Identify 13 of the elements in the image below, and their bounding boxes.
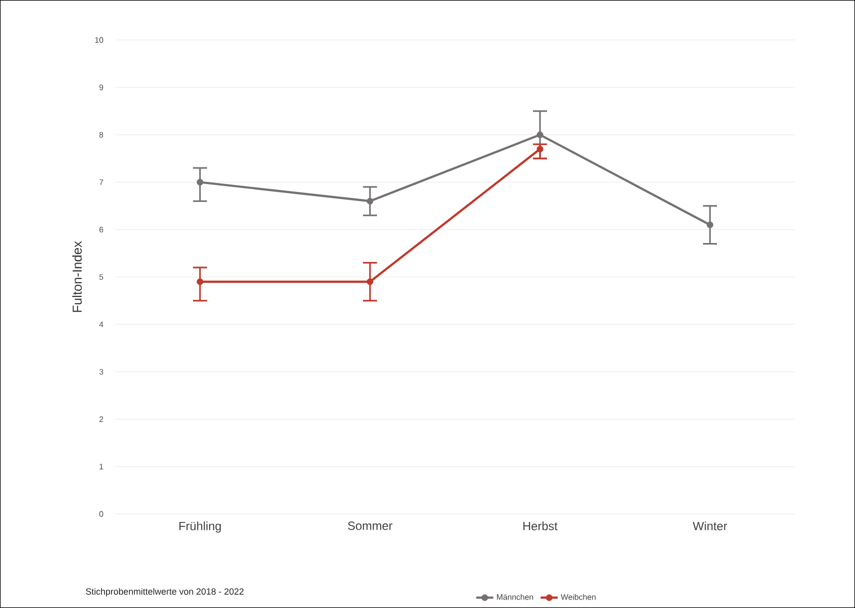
point [536,131,544,138]
point [196,178,204,186]
point [366,278,374,286]
text: Stichprobenmittelwerte von 2018 - 2022 [86,588,244,596]
x-tick-label: Herbst [523,522,558,530]
x-tick-label: Sommer [348,522,392,530]
point [366,198,374,204]
point [536,146,544,152]
point [196,278,204,286]
x-tick-label: Frühling [179,522,221,533]
point [706,222,714,228]
x-tick-label: Winter [692,522,728,530]
y-axis-title: Fulton-Index [72,241,82,312]
